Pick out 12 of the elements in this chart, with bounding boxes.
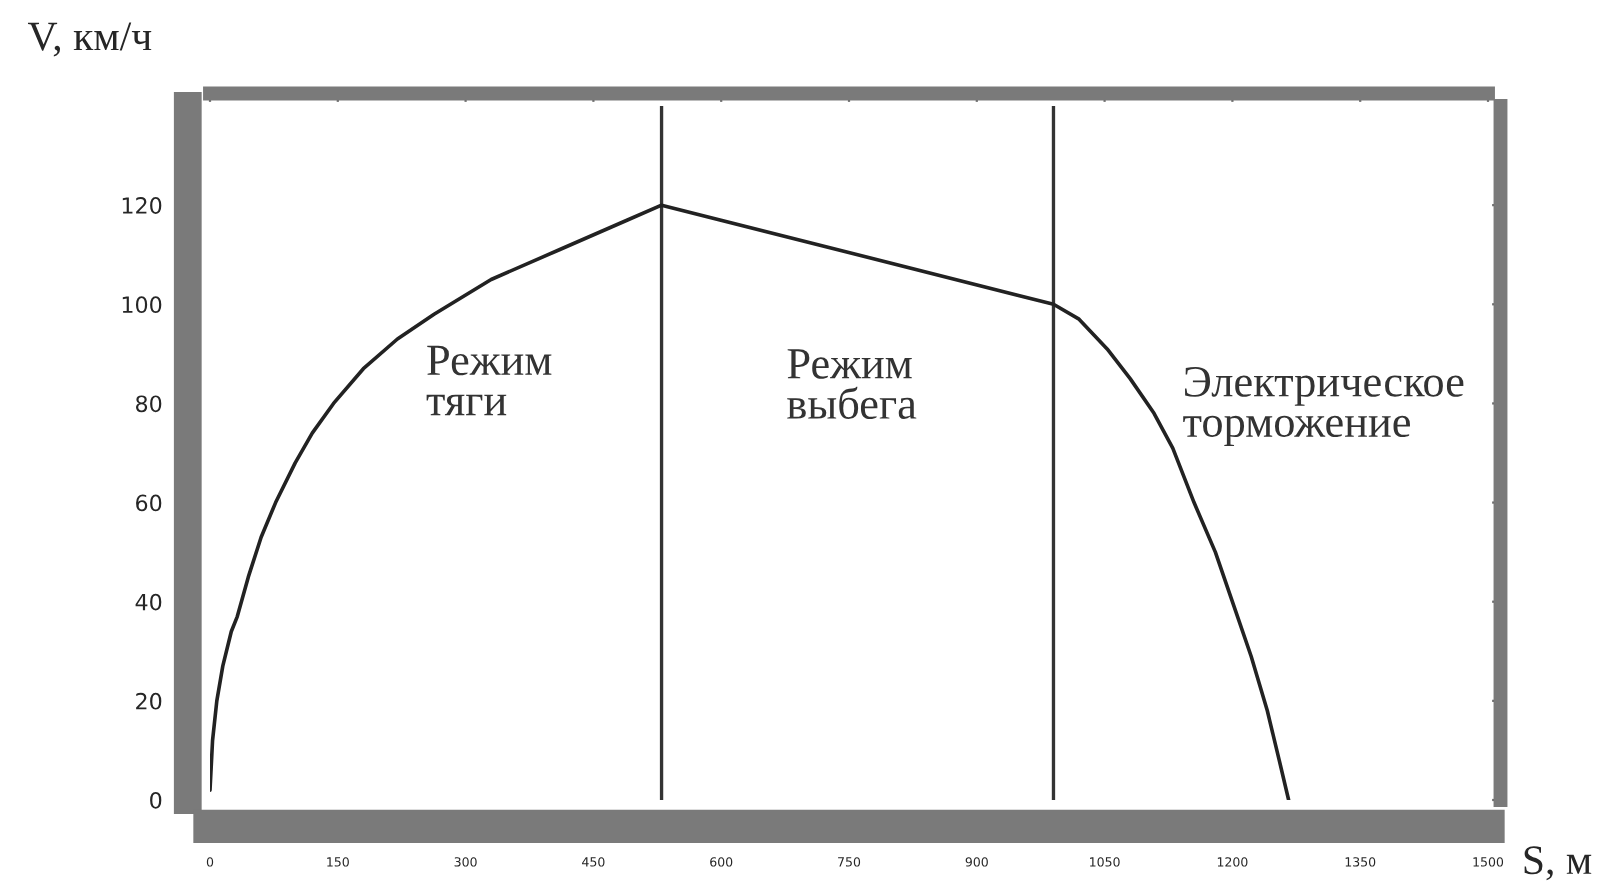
annotation: Электрическое торможение xyxy=(1183,366,1464,447)
annotation: Режим тяги xyxy=(426,345,552,416)
y-tick-label: 20 xyxy=(136,692,162,710)
x-axis-title: S, м xyxy=(1524,846,1592,881)
y-axis-title: V, км/ч xyxy=(27,22,152,57)
y-tick-label: 40 xyxy=(135,593,162,611)
y-tick-label: 60 xyxy=(136,494,162,512)
y-tick-label: 100 xyxy=(122,296,162,314)
y-tick-label: 80 xyxy=(136,395,162,413)
y-tick-label: 120 xyxy=(122,197,162,214)
annotation: Режим выбега xyxy=(787,349,917,420)
y-tick-label: 0 xyxy=(150,791,162,809)
